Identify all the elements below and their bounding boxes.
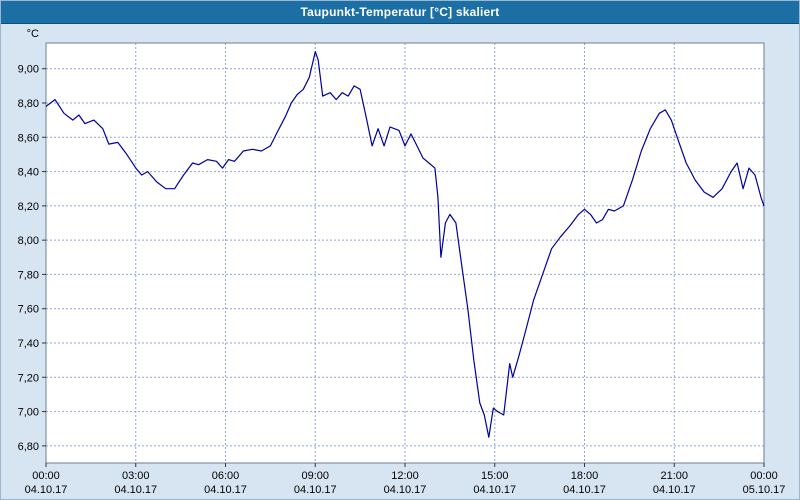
chart-title-bar: Taupunkt-Temperatur [°C] skaliert xyxy=(1,1,799,24)
y-axis-tick-label: 7,60 xyxy=(18,304,39,316)
y-axis-tick-label: 7,40 xyxy=(18,338,39,350)
x-axis-date-label: 05.10.17 xyxy=(743,484,786,496)
y-axis-tick-label: 9,00 xyxy=(18,64,39,76)
x-axis-date-label: 04.10.17 xyxy=(384,484,427,496)
chart-title: Taupunkt-Temperatur [°C] skaliert xyxy=(300,5,500,19)
x-axis-time-label: 03:00 xyxy=(122,470,150,482)
chart-canvas: 6,80 7,00 7,20 7,40 7,60 7,80 8,00 8,20 8,40 8,60… xyxy=(1,23,799,499)
x-axis-date-label: 04.10.17 xyxy=(653,484,696,496)
y-axis-tick-label: 7,80 xyxy=(18,269,39,281)
y-axis-tick-label: 7,20 xyxy=(18,372,39,384)
x-axis-date-label: 04.10.17 xyxy=(204,484,247,496)
y-axis-tick-label: 8,60 xyxy=(18,132,39,144)
x-axis-time-label: 21:00 xyxy=(660,470,688,482)
x-axis-time-label: 00:00 xyxy=(750,470,778,482)
x-axis-time-label: 09:00 xyxy=(301,470,329,482)
x-axis-time-label: 06:00 xyxy=(212,470,240,482)
x-axis-date-label: 04.10.17 xyxy=(114,484,157,496)
y-axis-tick-label: 8,80 xyxy=(18,98,39,110)
y-axis-tick-label: 8,00 xyxy=(18,235,39,247)
x-axis-time-label: 12:00 xyxy=(391,470,419,482)
line-chart-svg: 6,80 7,00 7,20 7,40 7,60 7,80 8,00 8,20 8,40 8,60… xyxy=(18,28,786,496)
x-axis-date-label: 04.10.17 xyxy=(473,484,516,496)
x-axis-time-label: 00:00 xyxy=(32,470,60,482)
x-axis-date-label: 04.10.17 xyxy=(294,484,337,496)
y-axis-tick-label: 8,40 xyxy=(18,167,39,179)
x-axis-date-label: 04.10.17 xyxy=(25,484,68,496)
y-axis-unit-label: °C xyxy=(27,28,39,40)
y-axis-tick-label: 8,20 xyxy=(18,201,39,213)
x-axis-time-label: 18:00 xyxy=(571,470,599,482)
x-axis-time-label: 15:00 xyxy=(481,470,509,482)
y-axis-tick-label: 7,00 xyxy=(18,407,39,419)
x-axis-date-label: 04.10.17 xyxy=(563,484,606,496)
y-axis-tick-label: 6,80 xyxy=(18,441,39,453)
